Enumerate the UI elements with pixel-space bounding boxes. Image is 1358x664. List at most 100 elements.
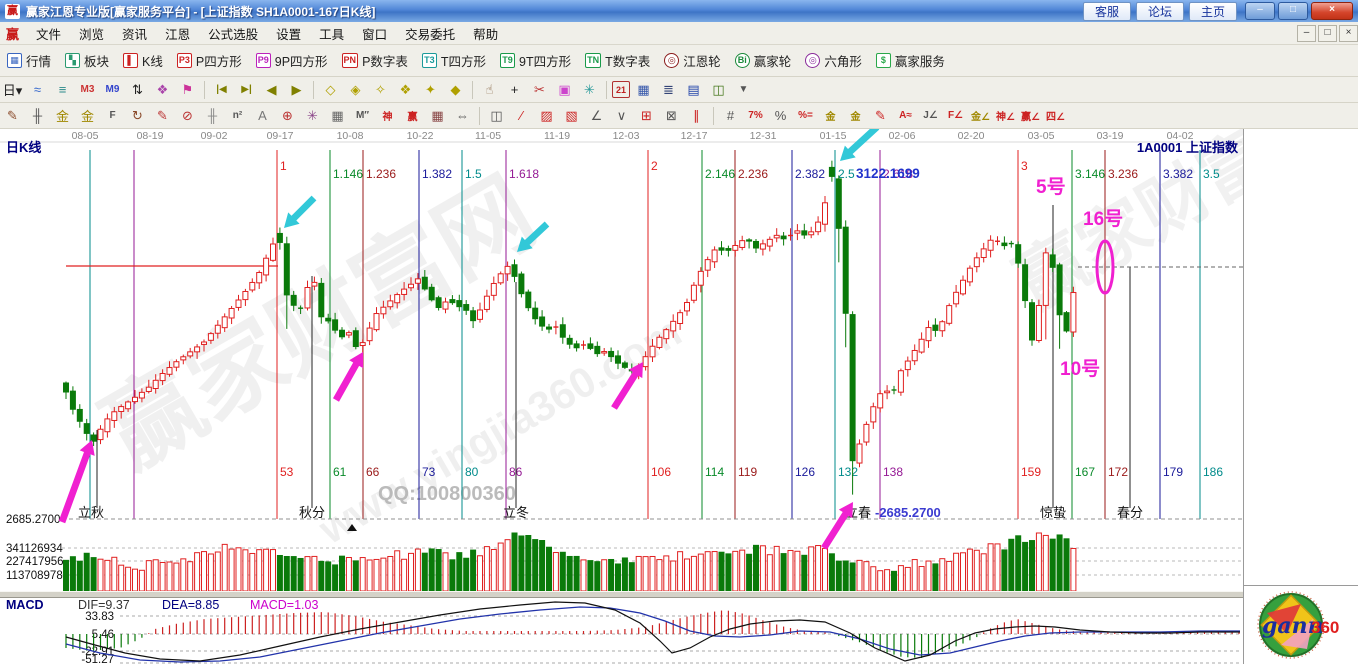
menu-item-3[interactable]: 江恩 [165,27,191,42]
menu-item-0[interactable]: 文件 [36,27,62,42]
gold-grid-2-tool-icon[interactable]: 金 [80,109,94,124]
box-tool-icon[interactable]: ◫ [490,107,503,123]
ying-angle-tool-icon[interactable]: 赢∠ [1021,112,1040,123]
grid-3-tool-icon[interactable]: ▦ [431,107,444,123]
menu-item-6[interactable]: 工具 [319,27,345,42]
gann-diamond-4-tool-icon[interactable]: ❖ [399,81,412,97]
scale-tool-icon[interactable]: # [726,108,735,123]
gann-diamond-1-tool-icon[interactable]: ◇ [325,81,336,97]
child-restore-button[interactable]: □ [1318,24,1337,42]
toolbar-button-p-number-table[interactable]: PN P数字表 [337,49,413,72]
web-tool-icon[interactable]: ✳ [307,107,318,123]
toolbar-button-p-square[interactable]: P3 P四方形 [172,49,247,72]
export-tool-icon[interactable]: ◫ [712,81,725,97]
first-bar-button-icon[interactable]: |◀ [216,84,227,95]
menu-item-8[interactable]: 交易委托 [405,27,456,42]
minimize-button[interactable]: – [1245,2,1275,20]
menu-item-2[interactable]: 资讯 [122,27,148,42]
j-angle-tool-icon[interactable]: J∠ [923,110,938,121]
trend-wave-tool-icon[interactable]: ≈ [33,82,42,97]
draw-pencil-tool-icon[interactable]: ✎ [7,107,18,123]
forum-button[interactable]: 论坛 [1135,1,1184,21]
restore-button[interactable]: □ [1278,2,1308,20]
gann-diamond-5-tool-icon[interactable]: ✦ [425,81,436,97]
close-button[interactable]: × [1311,2,1353,20]
print-tool-icon[interactable]: ▼ [738,84,749,95]
gold-grid-1-tool-icon[interactable]: 金 [55,109,69,124]
red-pencil-tool-icon[interactable]: ✎ [157,107,168,123]
report-tool-icon[interactable]: ≣ [663,81,674,97]
menu-item-5[interactable]: 设置 [276,27,302,42]
target-tool-icon[interactable]: ⊕ [282,107,293,123]
gold-circle-tool-icon[interactable]: 金 [825,112,836,123]
last-bar-button-icon[interactable]: ▶| [241,84,252,95]
percent-tool-icon[interactable]: % [774,108,787,123]
gold-line-tool-icon[interactable]: 金 [850,112,861,123]
customer-service-button[interactable]: 客服 [1082,1,1131,21]
circle-tool-icon[interactable]: ⊘ [182,107,193,123]
wave-count-tool-icon[interactable]: M″ [355,110,370,121]
toolbar-button-t-square[interactable]: T3 T四方形 [417,49,491,72]
child-minimize-button[interactable]: – [1297,24,1316,42]
toolbar-button-hexagon[interactable]: ◎ 六角形 [800,49,867,72]
chart-9-tool-icon[interactable]: M9 [105,84,120,95]
angle-tool-icon[interactable]: ∠ [590,107,603,123]
hand-tool-icon[interactable]: ☝ [485,81,494,97]
f-angle-tool-icon[interactable]: F∠ [947,110,964,121]
menu-item-7[interactable]: 窗口 [362,27,388,42]
gann-diamond-3-tool-icon[interactable]: ✧ [375,81,386,97]
rotate-tool-icon[interactable]: ↻ [132,107,143,123]
shaded-box-2-tool-icon[interactable]: ▧ [565,107,578,123]
matrix-tool-icon[interactable]: ▦ [331,107,344,123]
list-clipboard-tool-icon[interactable]: ≡ [58,82,67,97]
grid-1-tool-icon[interactable]: ╫ [32,108,43,123]
toolbar-button-9t-square[interactable]: T9 9T四方形 [495,49,576,72]
shaded-box-1-tool-icon[interactable]: ▨ [540,107,553,123]
candle-style-tool-icon[interactable]: ⇅ [132,81,143,97]
toolbar-button-quotes[interactable]: ▦ 行情 [2,49,56,72]
kline-period-selector-icon[interactable]: 日▾ [2,83,23,98]
ying-tool-icon[interactable]: 赢 [407,112,418,123]
shen-tool-icon[interactable]: 神 [382,112,393,123]
percent-eq-tool-icon[interactable]: %= [798,110,813,121]
toolbar-button-9p-square[interactable]: P9 9P四方形 [251,49,333,72]
child-close-button[interactable]: × [1339,24,1358,42]
fan-line-tool-icon[interactable]: ∕ [520,108,523,123]
square-number-tool-icon[interactable]: n² [232,110,243,121]
width-tool-icon[interactable]: ⇔ [456,108,469,123]
gann-diamond-2-tool-icon[interactable]: ◈ [350,81,361,97]
brush-tool-icon[interactable]: ✎ [875,107,886,123]
toolbar-button-kline[interactable]: ▌ K线 [118,49,168,72]
grid-2-tool-icon[interactable]: ╫ [207,108,218,123]
vee-tool-icon[interactable]: ∨ [616,107,627,123]
panel-tool-icon[interactable]: ▣ [558,81,571,97]
menu-item-4[interactable]: 公式选股 [208,27,259,42]
percent-7-tool-icon[interactable]: 7% [748,110,763,121]
calculator-tool-icon[interactable]: ▦ [637,81,650,97]
text-tool-icon[interactable]: A [258,108,267,123]
grid-plus-tool-icon[interactable]: ⊞ [641,107,652,123]
toolbar-button-t-number-table[interactable]: TN T数字表 [580,49,655,72]
pattern-tool-icon[interactable]: ❖ [156,81,169,97]
menu-item-9[interactable]: 帮助 [473,27,499,42]
menu-item-1[interactable]: 浏览 [79,27,105,42]
shen-angle-tool-icon[interactable]: 神∠ [996,112,1015,123]
measure-tool-icon[interactable]: ✂ [534,81,545,97]
toolbar-button-sectors[interactable]: ▚ 板块 [60,49,114,72]
four-angle-tool-icon[interactable]: 四∠ [1046,112,1065,123]
parallel-lines-tool-icon[interactable]: ∥ [693,107,700,123]
wave-text-tool-icon[interactable]: A≈ [899,110,912,121]
save-tool-icon[interactable]: ▤ [687,81,700,97]
chart-3-tool-icon[interactable]: M3 [80,84,95,95]
f-grid-tool-icon[interactable]: F [109,110,116,121]
brain-tool-icon[interactable]: ✳ [584,81,595,97]
flag-tool-icon[interactable]: ⚑ [181,81,194,97]
gold-angle-tool-icon[interactable]: 金∠ [971,112,990,123]
main-chart[interactable]: 赢家财富网www.yingjia360.com赢家财富网QQ:100800360… [0,129,1243,664]
toolbar-button-winner-wheel[interactable]: Bi 赢家轮 [730,49,797,72]
toolbar-button-winner-service[interactable]: $ 赢家服务 [871,49,950,72]
gann-diamond-6-tool-icon[interactable]: ◆ [450,81,461,97]
calendar-tool-icon[interactable]: 21 [612,81,630,98]
homepage-button[interactable]: 主页 [1188,1,1237,21]
next-bar-button-icon[interactable]: ▶ [291,81,302,97]
